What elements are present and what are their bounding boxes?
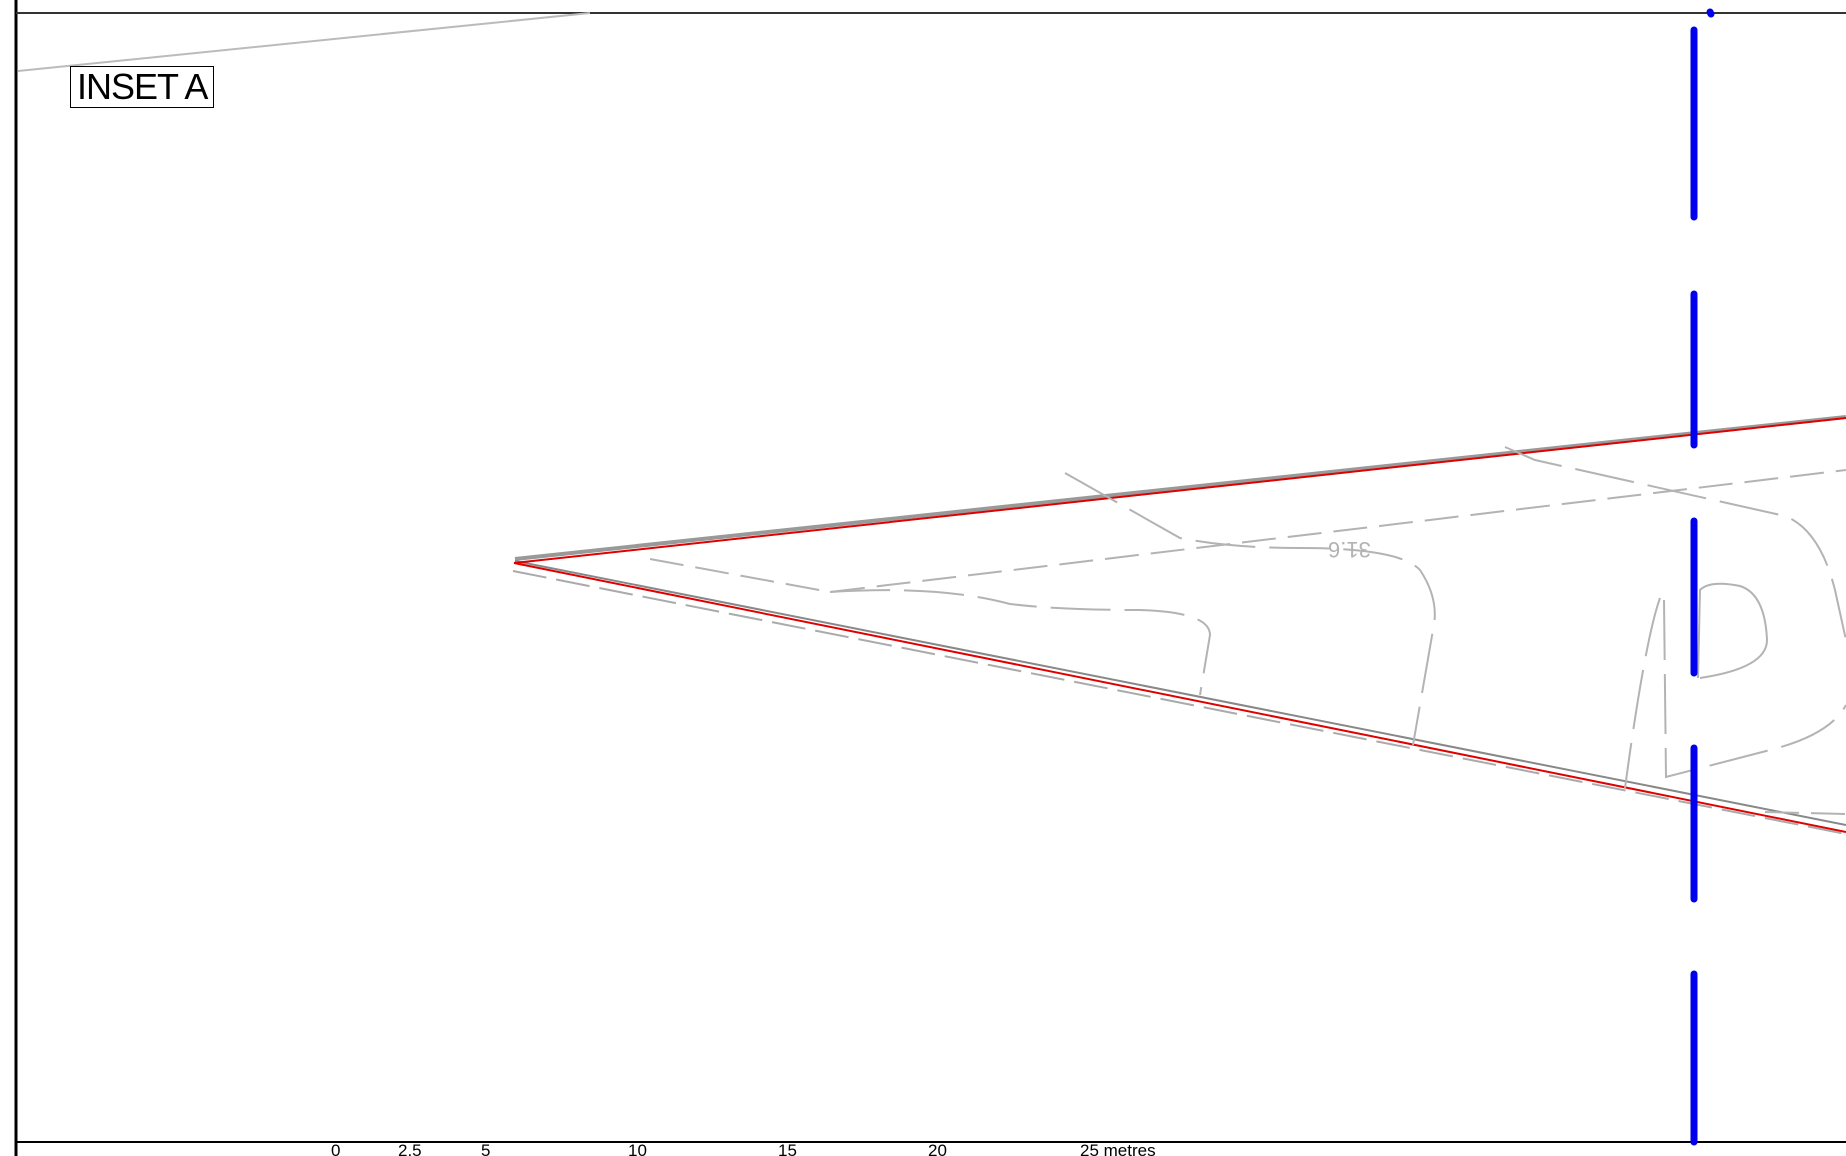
scale-bar: 0 2.5 5 10 15 20 25 metres [0,1142,1846,1156]
scale-tick-20: 20 [928,1141,947,1156]
dashed-track-left [829,589,1212,696]
dashed-road-edge-lower [512,570,1846,835]
inset-label: INSET A [70,66,215,108]
scale-tick-25-metres: 25 metres [1080,1141,1156,1156]
dashed-building-outline [1663,599,1846,779]
dashed-feature-lower-right [1764,811,1846,815]
background-feature-line [17,12,591,72]
dashed-track-right [1504,446,1846,641]
plan-edge-upper [514,415,1846,561]
dashed-path-upper [649,469,1846,594]
scale-tick-0: 0 [331,1141,341,1156]
red-boundary-lower [513,562,1846,833]
scale-tick-15: 15 [778,1141,797,1156]
blue-centreline [1690,8,1715,1146]
scale-tick-2-5: 2.5 [398,1141,422,1156]
small-structure-outline [1697,582,1769,679]
spot-height-label: 31.6 [1328,537,1371,562]
plan-edge-lower [514,560,1846,826]
scale-tick-10: 10 [628,1141,647,1156]
scale-tick-5: 5 [481,1141,491,1156]
dashed-track-far [1624,597,1661,789]
red-boundary-upper [513,417,1846,564]
dashed-track-centre [1064,472,1436,746]
